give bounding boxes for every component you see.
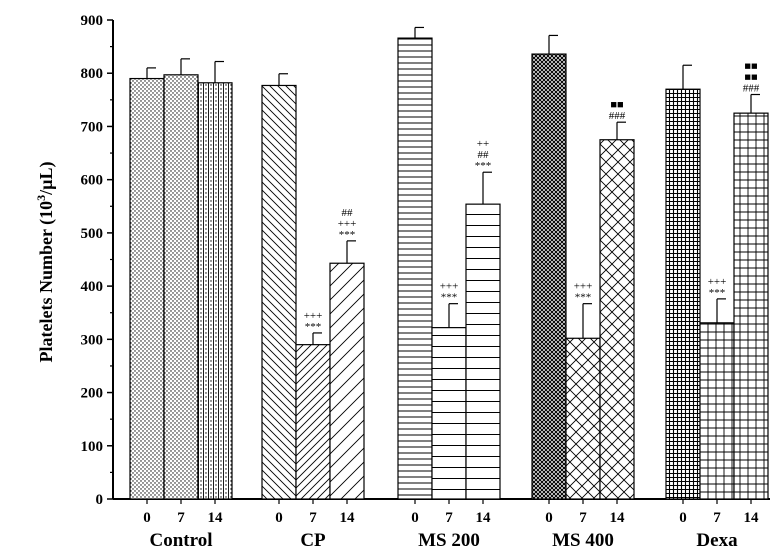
significance-label: +++: [574, 281, 593, 293]
y-tick-label: 700: [81, 119, 104, 135]
y-tick-label: 900: [81, 13, 104, 29]
bar-group-ms-200: 0 7***+++14***##++MS 200: [397, 26, 501, 551]
category-label: MS 200: [418, 530, 480, 551]
significance-label: ++: [477, 138, 489, 150]
significance-label: +++: [304, 310, 323, 322]
bar: [295, 344, 331, 500]
y-axis-title-end: /µL): [36, 161, 57, 195]
category-label: Dexa: [696, 530, 738, 551]
significance-label: ■■: [744, 61, 757, 73]
bar-group-dexa: 0 7***+++14###■■■■Dexa: [665, 61, 769, 551]
x-tick-label: 7: [177, 510, 185, 526]
x-tick-label: 14: [208, 510, 224, 526]
bar: [397, 37, 433, 500]
bar: [699, 322, 735, 500]
x-tick-label: 0: [143, 510, 151, 526]
bar: [329, 262, 365, 500]
bar: [599, 139, 635, 500]
y-axis-title: Platelets Number (103/µL): [34, 161, 57, 362]
y-tick-label: 600: [81, 173, 104, 189]
y-axis-title-sup: 3: [34, 195, 48, 201]
x-tick-label: 14: [610, 510, 626, 526]
significance-label: +++: [440, 281, 459, 293]
x-tick-label: 0: [679, 510, 687, 526]
x-tick-label: 7: [445, 510, 453, 526]
x-tick-label: 0: [411, 510, 419, 526]
bar: [665, 88, 701, 500]
significance-label: ##: [478, 149, 490, 161]
x-tick-label: 14: [340, 510, 356, 526]
y-tick-label: 500: [81, 226, 104, 242]
x-tick-label: 14: [744, 510, 760, 526]
bar: [431, 327, 467, 500]
y-tick-label: 800: [81, 66, 104, 82]
significance-label: ***: [575, 292, 592, 304]
y-tick-label: 400: [81, 279, 104, 295]
bar: [565, 337, 601, 500]
x-tick-label: 0: [545, 510, 553, 526]
bar: [163, 74, 199, 500]
significance-label: ***: [305, 321, 322, 333]
significance-label: ■■: [610, 99, 623, 111]
category-label: MS 400: [552, 530, 614, 551]
bar: [129, 77, 165, 500]
bar: [261, 84, 297, 500]
bar-group-control: 0 7 14 Control: [129, 58, 233, 551]
y-tick-label: 0: [96, 492, 104, 508]
y-tick-label: 100: [81, 439, 104, 455]
bar-group-ms-400: 0 7 ***+++ 14 ###■■ MS 400: [531, 34, 635, 551]
significance-label: ***: [475, 160, 492, 172]
bar: [531, 53, 567, 500]
significance-label: +++: [338, 218, 357, 230]
x-tick-label: 14: [476, 510, 492, 526]
bar: [197, 82, 233, 500]
significance-label: ***: [709, 287, 726, 299]
y-tick-label: 200: [81, 386, 104, 402]
bar: [465, 203, 501, 500]
bar-group-cp: 0 7***+++14***+++##CP: [261, 73, 365, 551]
significance-label: ##: [342, 207, 354, 219]
significance-label: ***: [339, 229, 356, 241]
x-tick-label: 7: [579, 510, 587, 526]
y-tick-label: 300: [81, 332, 104, 348]
significance-label: ***: [441, 292, 458, 304]
x-tick-label: 7: [309, 510, 317, 526]
x-tick-label: 7: [713, 510, 721, 526]
category-label: CP: [300, 530, 326, 551]
y-axis-title-main: Platelets Number (10: [36, 201, 57, 363]
significance-label: ###: [743, 83, 760, 95]
significance-label: ###: [609, 110, 626, 122]
y-ticks: 0 100 200 300 400 500 600 700 800 900: [81, 13, 113, 508]
significance-label: +++: [708, 276, 727, 288]
significance-label: ■■: [744, 72, 757, 84]
bar: [733, 112, 769, 500]
category-label: Control: [150, 530, 213, 551]
x-tick-label: 0: [275, 510, 283, 526]
